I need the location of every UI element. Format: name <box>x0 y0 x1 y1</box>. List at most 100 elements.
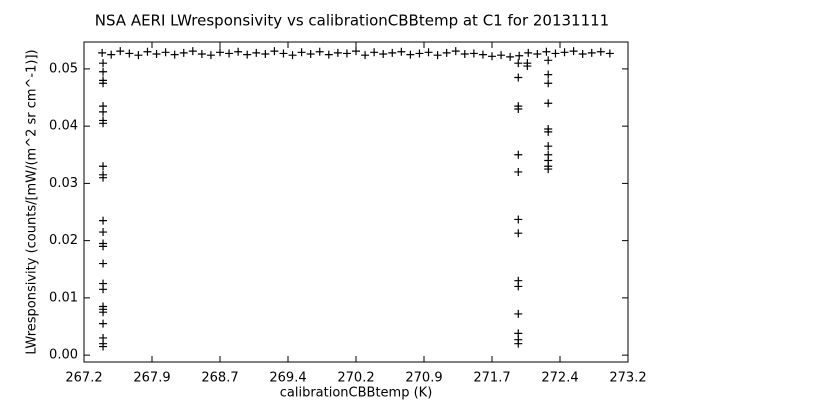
data-point <box>544 142 553 151</box>
data-point <box>134 51 143 60</box>
data-point <box>234 47 243 56</box>
y-axis-label: LWresponsivity (counts/[mW/(m^2 sr cm^-1… <box>25 49 40 354</box>
data-point <box>99 79 108 88</box>
data-point <box>99 242 108 251</box>
data-point <box>514 309 523 318</box>
data-point <box>279 49 288 58</box>
data-point <box>107 50 116 59</box>
data-point <box>523 59 532 68</box>
data-point <box>587 48 596 57</box>
data-point <box>524 48 533 57</box>
data-point <box>125 49 134 58</box>
y-tick-label: 0.03 <box>49 176 78 191</box>
data-point <box>288 51 297 60</box>
x-tick-label: 270.9 <box>405 371 442 386</box>
y-tick-label: 0.04 <box>49 119 78 134</box>
data-point <box>605 49 614 58</box>
data-point <box>179 48 188 57</box>
data-point <box>98 48 107 57</box>
data-point <box>460 50 469 59</box>
x-tick-label: 267.9 <box>133 371 170 386</box>
data-point <box>424 48 433 57</box>
data-point <box>99 319 108 328</box>
x-tick-label: 268.7 <box>201 371 238 386</box>
y-tick-label: 0.00 <box>49 348 78 363</box>
data-point <box>560 48 569 57</box>
data-point <box>188 47 197 56</box>
data-point <box>544 70 553 79</box>
x-tick-label: 271.7 <box>473 371 510 386</box>
data-point <box>544 56 553 65</box>
data-point <box>116 47 125 56</box>
data-point <box>506 52 515 61</box>
data-point <box>442 48 451 57</box>
data-point <box>261 50 270 59</box>
data-point <box>361 51 370 60</box>
data-point <box>99 173 108 182</box>
data-point <box>252 48 261 57</box>
data-point <box>514 59 523 68</box>
data-point <box>352 47 360 56</box>
data-point <box>333 48 342 57</box>
data-point <box>99 228 108 237</box>
data-point <box>514 104 523 113</box>
data-point <box>99 67 108 76</box>
data-point <box>514 150 523 159</box>
x-tick-label: 270.2 <box>337 371 374 386</box>
data-point <box>324 50 333 59</box>
data-point <box>488 52 496 61</box>
data-point <box>152 50 161 59</box>
data-point <box>170 50 179 59</box>
data-point <box>99 342 108 351</box>
x-axis-label: calibrationCBBtemp (K) <box>280 386 433 400</box>
data-point <box>99 59 108 68</box>
data-point <box>206 51 215 60</box>
y-tick-label: 0.05 <box>49 61 78 76</box>
x-tick-label: 269.4 <box>269 371 306 386</box>
data-point <box>514 167 523 176</box>
data-point <box>306 50 315 59</box>
data-point <box>514 339 523 348</box>
chart-title: NSA AERI LWresponsivity vs calibrationCB… <box>95 12 609 30</box>
data-point <box>533 50 542 59</box>
data-point <box>143 47 152 56</box>
x-tick-label: 267.2 <box>65 371 102 386</box>
x-tick-label: 273.2 <box>609 371 646 386</box>
data-point <box>514 282 523 291</box>
data-point <box>99 216 108 225</box>
data-point <box>297 48 306 57</box>
data-point <box>469 49 478 58</box>
data-point <box>99 162 108 171</box>
data-point <box>243 50 252 59</box>
data-point <box>514 73 523 82</box>
data-point <box>514 215 523 224</box>
data-point <box>478 50 487 59</box>
data-point <box>551 49 560 58</box>
data-point <box>406 50 415 59</box>
data-point <box>544 165 553 174</box>
data-point <box>99 107 108 116</box>
data-point <box>370 48 379 57</box>
data-point <box>342 49 351 58</box>
y-tick-label: 0.01 <box>49 290 78 305</box>
x-tick-label: 272.4 <box>541 371 578 386</box>
data-point <box>99 285 108 294</box>
data-point <box>578 50 587 59</box>
data-point <box>99 308 108 317</box>
data-point <box>99 259 108 268</box>
data-point <box>388 48 397 57</box>
data-point <box>596 47 605 56</box>
data-point <box>451 47 460 56</box>
data-point <box>216 48 224 57</box>
y-tick-label: 0.02 <box>49 233 78 248</box>
data-point <box>569 47 578 56</box>
data-point <box>544 79 553 88</box>
data-point <box>544 127 553 136</box>
data-point <box>225 49 234 58</box>
data-point <box>270 47 279 56</box>
data-point <box>397 47 406 56</box>
data-point <box>514 229 523 238</box>
data-point <box>315 47 324 56</box>
